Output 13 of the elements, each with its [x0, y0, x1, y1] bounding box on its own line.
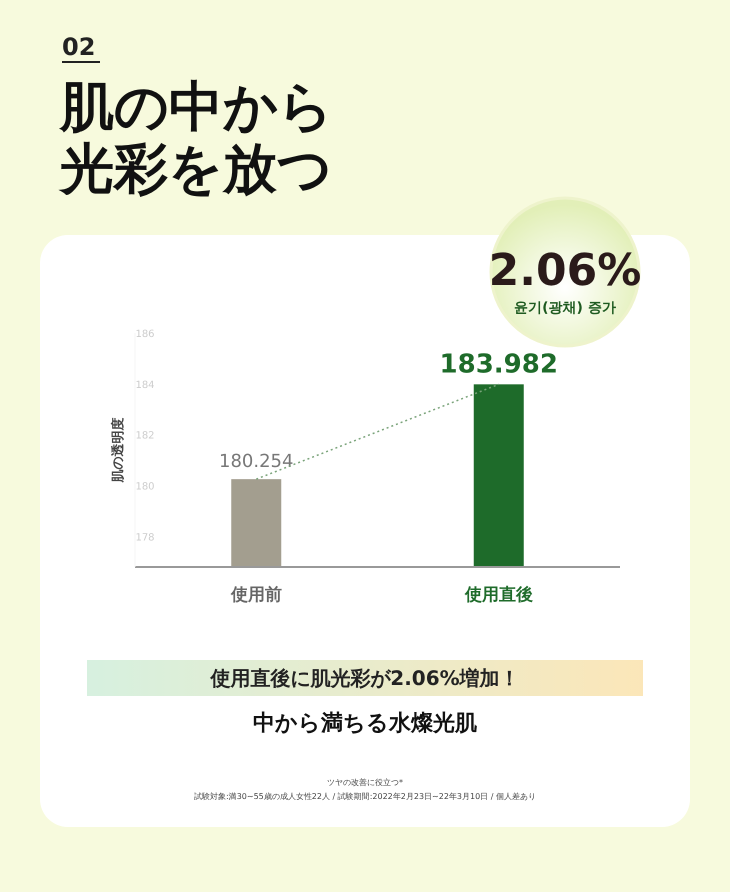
data-label: 180.254 [219, 451, 294, 472]
text: 2.06% [488, 245, 642, 296]
text: 中から満ちる水燦光肌 [253, 711, 477, 736]
chart-title: 肌の中から光彩を放つ [58, 75, 333, 200]
x-tick-label: 使用前 [230, 585, 282, 605]
chart-subtitle: 02 [62, 33, 96, 61]
data-label: 183.982 [440, 349, 558, 380]
text: 윤기(광채) 증가 [514, 300, 616, 316]
x-tick-label: 使用直後 [464, 585, 533, 605]
text: 試験対象:満30~55歳の成人女性22人 / 試験期間:2022年2月23日~22年3月10日 / 個人差あり [194, 792, 536, 801]
text: 使用直後に肌光彩が2.06%増加！ [209, 666, 520, 690]
text: ツヤの改善に役立つ* [327, 778, 403, 787]
y-axis-title: 肌の透明度 [110, 418, 126, 484]
